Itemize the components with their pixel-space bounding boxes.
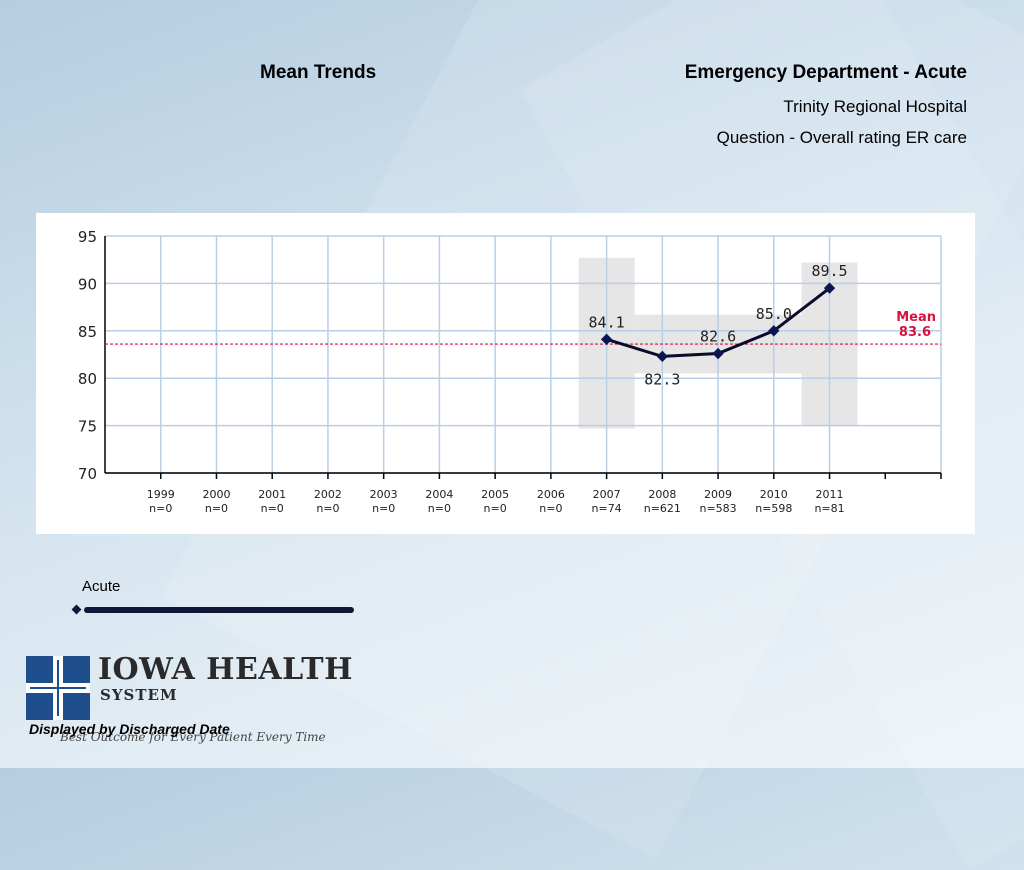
y-tick-label: 80 <box>78 370 97 388</box>
logo-name: IOWA HEALTH <box>98 652 353 687</box>
x-tick-label: 2008 <box>648 488 676 501</box>
legend-line <box>84 607 354 613</box>
x-tick-label: 2001 <box>258 488 286 501</box>
iowa-health-logo <box>26 656 90 725</box>
n-label: n=0 <box>149 502 172 515</box>
page-title: Mean Trends <box>260 62 377 83</box>
x-tick-label: 2002 <box>314 488 342 501</box>
data-label: 82.6 <box>700 328 736 346</box>
legend-marker <box>71 604 82 615</box>
data-point <box>823 282 836 294</box>
n-label: n=74 <box>592 502 622 515</box>
n-label: n=621 <box>644 502 681 515</box>
n-label: n=583 <box>699 502 736 515</box>
cross-logo-icon <box>26 656 90 720</box>
logo-system: SYSTEM <box>100 686 178 704</box>
mean-value-label: 83.6 <box>899 325 931 340</box>
data-label: 82.3 <box>644 370 680 388</box>
x-tick-label: 2000 <box>202 488 230 501</box>
legend-label: Acute <box>82 578 121 595</box>
y-tick-label: 70 <box>78 465 97 483</box>
x-tick-label: 2007 <box>593 488 621 501</box>
chart-panel: 70 75 80 85 90 95 1999 n=0 2000 n=0 2001 n=0 2002 n=0… <box>36 213 975 534</box>
n-label: n=81 <box>814 502 844 515</box>
hospital-name: Trinity Regional Hospital <box>783 97 967 116</box>
question-text: Question - Overall rating ER care <box>716 128 967 147</box>
x-tick-label: 1999 <box>147 488 175 501</box>
x-tick-label: 2003 <box>370 488 398 501</box>
n-label: n=0 <box>205 502 228 515</box>
y-tick-label: 75 <box>78 418 97 436</box>
n-label: n=0 <box>428 502 451 515</box>
data-label: 89.5 <box>811 262 847 280</box>
data-point <box>656 350 668 363</box>
n-label: n=0 <box>484 502 507 515</box>
data-point <box>768 325 780 337</box>
n-label: n=598 <box>755 502 792 515</box>
logo-tagline: Best Outcome for Every Patient Every Tim… <box>60 730 326 744</box>
x-tick-label: 2010 <box>760 488 788 501</box>
y-tick-label: 90 <box>78 275 97 293</box>
data-label: 84.1 <box>589 313 625 331</box>
n-label: n=0 <box>261 502 284 515</box>
x-tick-label: 2005 <box>481 488 509 501</box>
n-label: n=0 <box>372 502 395 515</box>
n-label: n=0 <box>316 502 339 515</box>
y-tick-label: 95 <box>78 228 97 246</box>
data-label: 85.0 <box>756 305 792 323</box>
department-title: Emergency Department - Acute <box>684 62 967 83</box>
x-tick-label: 2009 <box>704 488 732 501</box>
mean-trend-chart: 7075808590951999n=02000n=02001n=02002n=0… <box>78 228 942 515</box>
y-tick-label: 85 <box>78 323 97 341</box>
data-point <box>712 347 724 360</box>
footer-note: Displayed by Discharged Date <box>29 721 230 737</box>
x-tick-label: 2004 <box>425 488 453 501</box>
mean-label: Mean <box>896 310 936 325</box>
x-tick-label: 2006 <box>537 488 565 501</box>
n-label: n=0 <box>539 502 562 515</box>
x-tick-label: 2011 <box>816 488 844 501</box>
